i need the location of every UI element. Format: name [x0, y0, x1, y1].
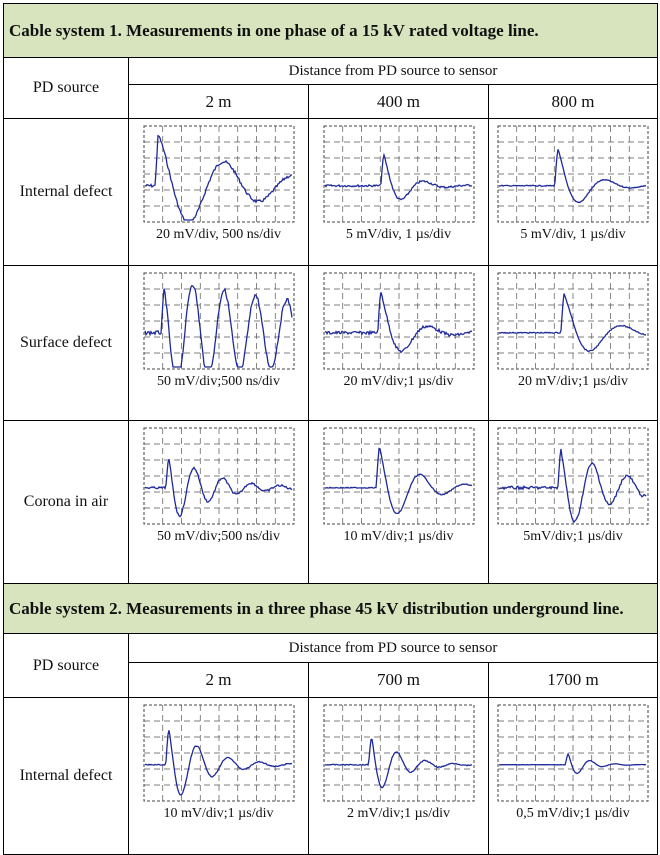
measurement-cell: 0,5 mV/div;1 µs/div — [489, 698, 658, 855]
waveform-trace — [145, 286, 292, 367]
distance: 2 m — [129, 85, 309, 119]
measurement-cell: 10 mV/div;1 µs/div — [309, 421, 489, 584]
pd-source: Surface defect — [4, 266, 129, 421]
scale-label: 5 mV/div, 1 µs/div — [309, 226, 488, 243]
scale-label: 50 mV/div;500 ns/div — [129, 373, 308, 390]
section-title: Cable system 2. Measurements in a three … — [4, 584, 658, 634]
measurement-cell: 10 mV/div;1 µs/div — [129, 698, 309, 855]
distance: 2 m — [129, 663, 309, 698]
waveform — [497, 704, 649, 802]
waveform-trace — [145, 136, 292, 220]
measurement-cell: 50 mV/div;500 ns/div — [129, 266, 309, 421]
section-header-row: Cable system 1. Measurements in one phas… — [4, 4, 658, 58]
waveform — [143, 125, 295, 223]
waveform-trace — [499, 754, 646, 773]
waveform — [497, 125, 649, 223]
measurement-cell: 5 mV/div, 1 µs/div — [309, 119, 489, 266]
scale-label: 50 mV/div;500 ns/div — [129, 528, 308, 545]
distance-header: Distance from PD source to sensor — [129, 634, 658, 663]
measurement-cell: 5 mV/div, 1 µs/div — [489, 119, 658, 266]
section-header-row: Cable system 2. Measurements in a three … — [4, 584, 658, 634]
page: Cable system 1. Measurements in one phas… — [3, 3, 657, 855]
measurement-cell: 50 mV/div;500 ns/div — [129, 421, 309, 584]
distance: 800 m — [489, 85, 658, 119]
distance: 1700 m — [489, 663, 658, 698]
waveform — [323, 704, 475, 802]
waveform — [323, 272, 475, 370]
scale-label: 20 mV/div;1 µs/div — [309, 373, 488, 390]
measurement-cell: 20 mV/div;1 µs/div — [489, 266, 658, 421]
pd-source: Internal defect — [4, 698, 129, 855]
section-title: Cable system 1. Measurements in one phas… — [4, 4, 658, 58]
distance-header: Distance from PD source to sensor — [129, 58, 658, 85]
measurement-cell: 2 mV/div;1 µs/div — [309, 698, 489, 855]
waveform-trace — [325, 292, 472, 352]
waveform — [143, 272, 295, 370]
waveform — [143, 704, 295, 802]
waveform-trace — [325, 155, 472, 200]
measurement-cell: 20 mV/div;1 µs/div — [309, 266, 489, 421]
scale-label: 5 mV/div, 1 µs/div — [489, 226, 657, 243]
waveform-trace — [325, 739, 472, 787]
pd-source: Corona in air — [4, 421, 129, 584]
source-header: PD source — [4, 634, 129, 698]
scale-label: 5mV/div;1 µs/div — [489, 528, 657, 545]
scale-label: 2 mV/div;1 µs/div — [309, 805, 488, 822]
scale-label: 0,5 mV/div;1 µs/div — [489, 805, 657, 822]
source-header: PD source — [4, 58, 129, 119]
waveform — [323, 125, 475, 223]
pd-source: Internal defect — [4, 119, 129, 266]
scale-label: 20 mV/div, 500 ns/div — [129, 226, 308, 243]
distance: 700 m — [309, 663, 489, 698]
scale-label: 20 mV/div;1 µs/div — [489, 373, 657, 390]
scale-label: 10 mV/div;1 µs/div — [309, 528, 488, 545]
distance: 400 m — [309, 85, 489, 119]
waveform — [143, 427, 295, 525]
measurement-cell: 20 mV/div, 500 ns/div — [129, 119, 309, 266]
waveform — [323, 427, 475, 525]
waveform-trace — [499, 294, 646, 352]
measurement-cell: 5mV/div;1 µs/div — [489, 421, 658, 584]
waveform — [497, 272, 649, 370]
waveform — [497, 427, 649, 525]
waveform-trace — [325, 449, 472, 514]
waveform-trace — [499, 149, 646, 202]
scale-label: 10 mV/div;1 µs/div — [129, 805, 308, 822]
measurement-table: Cable system 1. Measurements in one phas… — [3, 3, 658, 855]
